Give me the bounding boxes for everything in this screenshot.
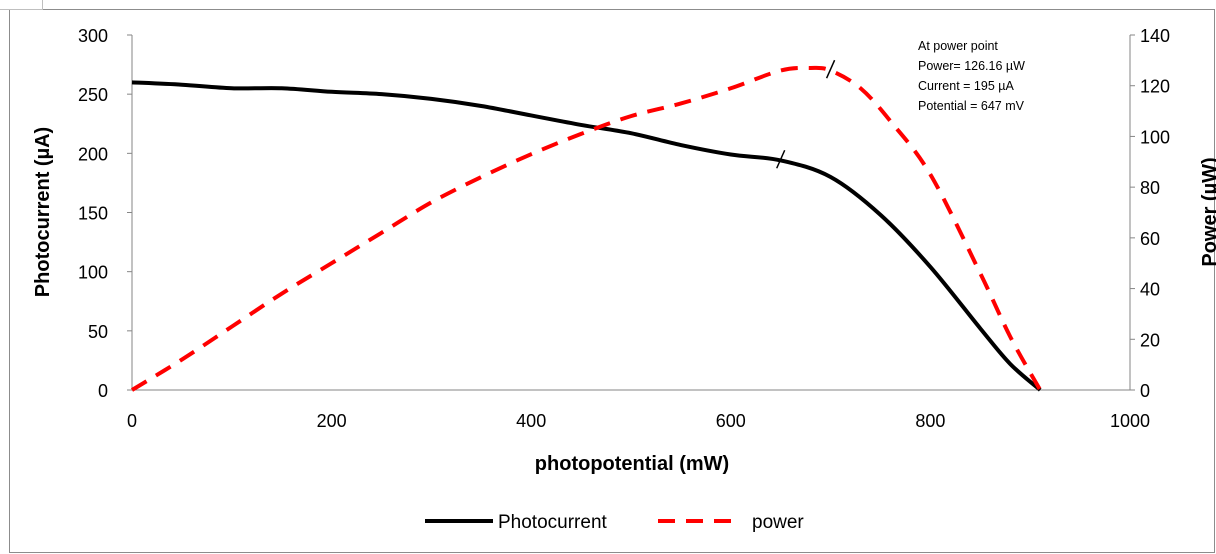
legend: Photocurrent power: [425, 512, 804, 533]
x-tick-label: 800: [915, 411, 945, 431]
y-axis-label: Photocurrent (µA): [32, 127, 54, 297]
x-axis-label: photopotential (mW): [535, 453, 729, 475]
y2-tick-label: 120: [1140, 77, 1170, 97]
x-tick-label: 0: [127, 411, 137, 431]
frame-tab: [0, 0, 43, 10]
axes-group: 0 200 400 600 800 1000 0 50 100 150 200 250 300 0 20 40…: [78, 26, 1170, 431]
annotation-box: At power point Power= 126.16 µW Current …: [918, 39, 1025, 113]
y2-tick-label: 0: [1140, 381, 1150, 401]
y-tick-label: 300: [78, 26, 108, 46]
chart-frame: [9, 9, 1215, 553]
legend-photocurrent-label: Photocurrent: [498, 512, 608, 533]
markers-group: [776, 59, 836, 169]
y-tick-label: 150: [78, 204, 108, 224]
series-group: [130, 65, 1042, 392]
y-tick-label: 0: [98, 381, 108, 401]
x-tick-label: 1000: [1110, 411, 1150, 431]
y2-tick-label: 100: [1140, 127, 1170, 147]
series-line-photocurrent: [131, 80, 1042, 392]
y-tick-label: 50: [88, 322, 108, 342]
annotation-line-3: Current = 195 µA: [918, 79, 1014, 93]
annotation-line-1: At power point: [918, 39, 998, 53]
x-tick-label: 600: [716, 411, 746, 431]
y-tick-label: 100: [78, 263, 108, 283]
series-line-power: [130, 65, 1042, 392]
y-tick-label: 200: [78, 144, 108, 164]
y2-tick-label: 20: [1140, 330, 1160, 350]
annotation-line-2: Power= 126.16 µW: [918, 59, 1025, 73]
power-point-marker: [776, 149, 786, 169]
y-tick-label: 250: [78, 85, 108, 105]
power-point-marker: [825, 59, 836, 79]
x-tick-label: 200: [317, 411, 347, 431]
y2-axis-label: Power (µW): [1199, 157, 1216, 266]
y2-tick-label: 60: [1140, 229, 1160, 249]
legend-power-label: power: [752, 512, 804, 533]
y2-tick-label: 140: [1140, 26, 1170, 46]
y2-tick-label: 40: [1140, 280, 1160, 300]
y2-tick-label: 80: [1140, 178, 1160, 198]
x-tick-label: 400: [516, 411, 546, 431]
annotation-line-4: Potential = 647 mV: [918, 99, 1025, 113]
